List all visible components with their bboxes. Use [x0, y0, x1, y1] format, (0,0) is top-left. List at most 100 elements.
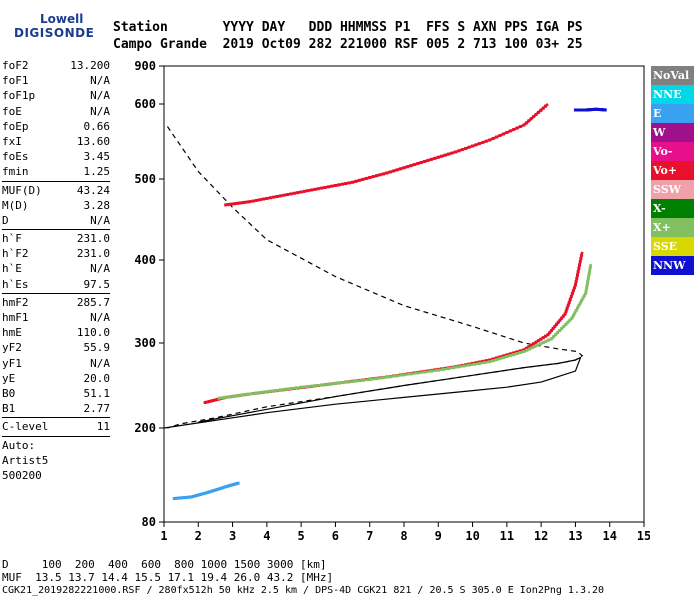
- trace-line: [204, 251, 584, 404]
- x-tick-label: 10: [465, 529, 479, 543]
- legend-item: E: [651, 104, 694, 123]
- param-value: N/A: [90, 104, 110, 118]
- trace-line: [225, 103, 549, 207]
- legend: NoVal NNE E W Vo- Vo+ SSW X- X+ SSE NNW: [651, 66, 694, 275]
- param-row: foF1 N/A: [2, 73, 110, 88]
- legend-item: NNE: [651, 85, 694, 104]
- param-row: foE N/A: [2, 104, 110, 119]
- param-row: 500200: [2, 468, 110, 483]
- logo-digisonde: DIGISONDE: [14, 26, 95, 40]
- param-value: 110.0: [76, 326, 110, 340]
- y-tick-label: 500: [134, 172, 156, 186]
- param-value: N/A: [90, 74, 110, 88]
- param-value: 2.77: [83, 402, 111, 416]
- header-values: Campo Grande 2019 Oct09 282 221000 RSF 0…: [113, 37, 583, 52]
- legend-item: SSE: [651, 237, 694, 256]
- param-key: yE: [2, 371, 16, 385]
- trace-line: [174, 481, 240, 500]
- param-value: 231.0: [76, 247, 110, 261]
- param-row: fmin 1.25: [2, 164, 110, 179]
- param-key: hmF2: [2, 295, 29, 309]
- param-row: D N/A: [2, 213, 110, 228]
- param-value: 3.45: [83, 150, 111, 164]
- param-value: 13.200: [70, 59, 110, 72]
- param-row: Auto:: [2, 438, 110, 453]
- separator: [2, 292, 110, 294]
- separator: [2, 229, 110, 231]
- param-key: foF1p: [2, 89, 36, 103]
- param-row: foF2 13.200: [2, 58, 110, 73]
- param-value: N/A: [90, 213, 110, 227]
- trace-line: [218, 263, 593, 400]
- param-row: h`Es 97.5: [2, 277, 110, 292]
- param-key: h`Es: [2, 277, 29, 291]
- param-value: 11: [96, 420, 110, 434]
- param-value: 3.28: [83, 198, 111, 212]
- param-row: yE 20.0: [2, 371, 110, 386]
- muf-row: MUF 13.5 13.7 14.4 15.5 17.1 19.4 26.0 4…: [2, 571, 334, 584]
- y-tick-label: 600: [134, 97, 156, 111]
- x-tick-label: 4: [263, 529, 270, 543]
- param-row: C-level 11: [2, 419, 110, 434]
- data-point: [172, 497, 176, 500]
- param-row: B1 2.77: [2, 401, 110, 416]
- x-tick-label: 14: [602, 529, 616, 543]
- param-value: 20.0: [83, 371, 111, 385]
- param-row: foEs 3.45: [2, 149, 110, 164]
- param-row: foF1p N/A: [2, 88, 110, 103]
- param-row: hmE 110.0: [2, 325, 110, 340]
- param-row: foEp 0.66: [2, 119, 110, 134]
- trace-line: [575, 107, 607, 112]
- param-row: hmF2 285.7: [2, 295, 110, 310]
- param-row: h`F 231.0: [2, 231, 110, 246]
- header-labels: Station YYYY DAY DDD HHMMSS P1 FFS S AXN…: [113, 20, 583, 35]
- param-key: Auto:: [2, 438, 36, 452]
- y-tick-label: 80: [142, 515, 156, 529]
- param-value: N/A: [90, 262, 110, 276]
- param-value: 231.0: [76, 232, 110, 246]
- param-key: h`F2: [2, 247, 29, 261]
- param-value: 51.1: [83, 386, 111, 400]
- param-key: yF2: [2, 341, 22, 355]
- y-tick-label: 200: [134, 421, 156, 435]
- ionogram-chart: 1234567891011121314158020030040050060070…: [134, 59, 650, 543]
- param-key: foEs: [2, 150, 29, 164]
- parameter-list: foF2 13.200 foF1 N/A foF1p N/A foE N/A foEp 0.66 f…: [2, 58, 110, 483]
- param-value: N/A: [90, 311, 110, 324]
- param-value: 1.25: [83, 165, 111, 179]
- x-tick-label: 5: [298, 529, 305, 543]
- legend-item: NNW: [651, 256, 694, 275]
- param-value: 97.5: [83, 277, 111, 291]
- separator: [2, 180, 110, 182]
- legend-item: Vo-: [651, 142, 694, 161]
- x-tick-label: 8: [400, 529, 407, 543]
- x-tick-label: 9: [435, 529, 442, 543]
- x-tick-label: 6: [332, 529, 339, 543]
- param-key: foEp: [2, 119, 29, 133]
- param-value: 0.66: [83, 119, 111, 133]
- x-tick-label: 12: [534, 529, 548, 543]
- param-value: 55.9: [83, 341, 111, 355]
- x-tick-label: 15: [637, 529, 650, 543]
- dashed-profile: [166, 126, 584, 429]
- param-key: M(D): [2, 198, 29, 212]
- param-row: MUF(D) 43.24: [2, 183, 110, 198]
- y-tick-label: 300: [134, 336, 156, 350]
- param-key: 500200: [2, 468, 42, 482]
- legend-item: NoVal: [651, 66, 694, 85]
- param-row: fxI 13.60: [2, 134, 110, 149]
- param-key: B1: [2, 402, 16, 416]
- param-key: hmE: [2, 326, 22, 340]
- legend-item: SSW: [651, 180, 694, 199]
- param-value: N/A: [90, 89, 110, 103]
- param-row: h`F2 231.0: [2, 246, 110, 261]
- x-tick-label: 11: [500, 529, 514, 543]
- x-tick-label: 1: [160, 529, 167, 543]
- footer-info: CGK21_2019282221000.RSF / 280fx512h 50 k…: [2, 585, 605, 596]
- param-key: C-level: [2, 420, 49, 434]
- legend-item: W: [651, 123, 694, 142]
- separator: [2, 435, 110, 437]
- param-row: M(D) 3.28: [2, 198, 110, 213]
- x-tick-label: 13: [568, 529, 582, 543]
- param-key: foF2: [2, 59, 29, 72]
